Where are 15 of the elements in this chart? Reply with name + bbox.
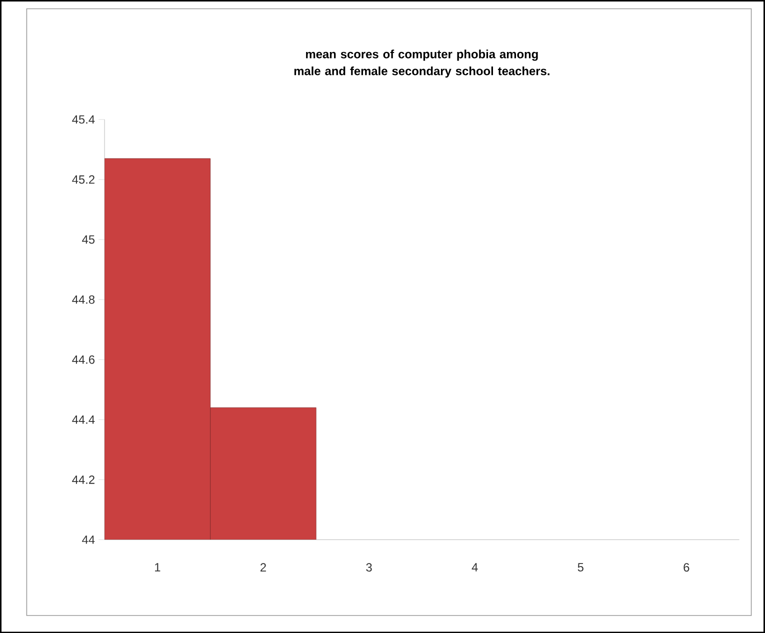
x-tick-label: 2 [260,563,266,572]
y-tick-label: 44 [82,535,95,544]
y-tick-label: 44.2 [72,475,94,484]
y-tick-label: 45 [82,235,95,244]
y-tick-label: 45.4 [72,115,95,124]
x-tick-label: 1 [155,563,160,572]
y-tick-label: 44.8 [72,295,95,304]
x-tick-label: 4 [472,563,478,572]
chart-title: mean scores of computer phobia among male and female secondary school teachers. [294,49,550,78]
x-tick-label: 6 [684,563,690,572]
y-tick-label: 44.6 [72,355,95,364]
y-tick-label: 44.4 [72,415,95,424]
x-tick-label: 3 [366,563,372,572]
x-tick-label: 5 [578,563,584,572]
y-tick-label: 45.2 [72,175,94,184]
